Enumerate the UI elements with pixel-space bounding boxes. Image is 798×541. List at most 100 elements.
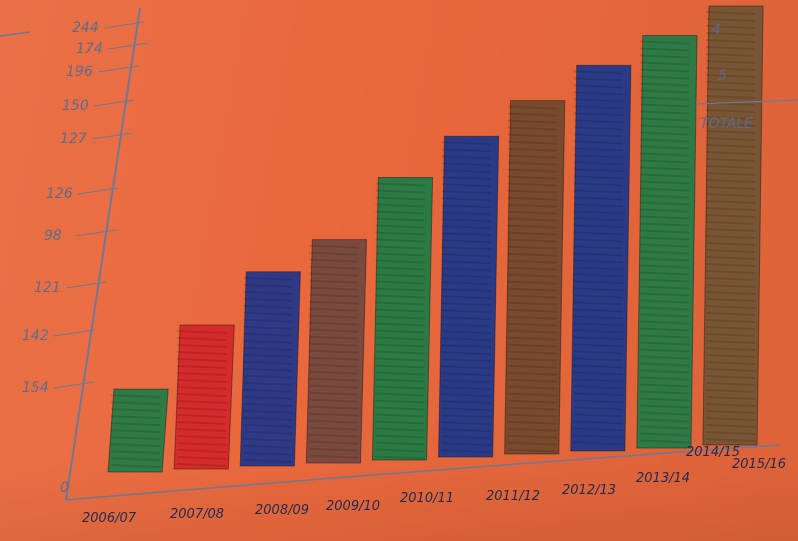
marker-hatch (375, 329, 425, 334)
marker-hatch (507, 238, 557, 243)
marker-hatch (309, 356, 359, 361)
y-tick-mark (107, 42, 149, 50)
marker-hatch (507, 294, 557, 299)
marker-hatch (375, 413, 425, 418)
marker-hatch (705, 242, 756, 246)
marker-hatch (639, 103, 690, 108)
marker-hatch (375, 371, 425, 376)
marker-hatch (441, 393, 491, 398)
legend-mark: 5 (718, 68, 727, 84)
marker-hatch (441, 225, 491, 230)
marker-hatch (309, 342, 359, 347)
marker-hatch (573, 385, 623, 390)
marker-hatch (177, 427, 227, 432)
y-axis-line (65, 7, 141, 501)
marker-hatch (705, 53, 756, 57)
marker-hatch (243, 297, 293, 302)
marker-hatch (639, 68, 690, 73)
marker-hatch (639, 229, 690, 234)
marker-hatch (705, 116, 756, 120)
marker-hatch (441, 316, 491, 321)
marker-hatch (573, 147, 623, 152)
marker-hatch (705, 137, 756, 141)
marker-hatch (243, 325, 293, 330)
marker-hatch (375, 266, 425, 271)
marker-hatch (507, 287, 557, 292)
marker-hatch (705, 389, 756, 393)
marker-hatch (639, 432, 690, 437)
marker-hatch (639, 390, 690, 395)
marker-hatch (177, 434, 227, 439)
marker-hatch (177, 329, 227, 334)
marker-hatch (375, 301, 425, 306)
marker-hatch (507, 119, 557, 124)
marker-hatch (375, 392, 425, 397)
marker-hatch (639, 411, 690, 416)
marker-hatch (573, 203, 623, 208)
marker-hatch (573, 210, 623, 215)
y-tick-label: 142 (22, 328, 49, 344)
marker-hatch (243, 318, 293, 323)
marker-hatch (309, 349, 359, 354)
marker-hatch (110, 450, 161, 455)
marker-hatch (573, 364, 623, 369)
marker-hatch (639, 320, 690, 325)
marker-hatch (705, 284, 756, 288)
y-tick-mark (53, 381, 95, 389)
marker-hatch (573, 245, 623, 250)
marker-hatch (573, 406, 623, 411)
marker-hatch (507, 196, 557, 201)
chart-bar (239, 271, 301, 467)
marker-hatch (507, 266, 557, 271)
marker-hatch (441, 309, 491, 314)
marker-hatch (110, 394, 161, 399)
marker-hatch (441, 337, 491, 342)
marker-hatch (639, 369, 690, 374)
marker-hatch (309, 244, 359, 249)
marker-hatch (573, 112, 623, 117)
marker-hatch (573, 168, 623, 173)
marker-hatch (309, 279, 359, 284)
x-category-label: 2015/16 (732, 457, 786, 472)
y-tick-mark (97, 65, 139, 73)
marker-hatch (705, 11, 756, 15)
marker-hatch (573, 301, 623, 306)
y-tick-mark (103, 21, 145, 29)
legend-underline (695, 99, 798, 105)
marker-hatch (639, 201, 690, 206)
marker-hatch (639, 341, 690, 346)
marker-hatch (705, 144, 756, 148)
legend-mark: TOTALE (700, 116, 753, 132)
marker-hatch (309, 370, 359, 375)
marker-hatch (507, 280, 557, 285)
marker-hatch (309, 300, 359, 305)
marker-hatch (375, 217, 425, 222)
marker-hatch (639, 278, 690, 283)
marker-hatch (441, 302, 491, 307)
marker-hatch (309, 412, 359, 417)
marker-hatch (639, 418, 690, 423)
marker-hatch (507, 315, 557, 320)
marker-hatch (639, 40, 690, 45)
marker-hatch (639, 173, 690, 178)
marker-hatch (375, 434, 425, 439)
marker-hatch (441, 351, 491, 356)
y-tick-mark (75, 229, 117, 237)
x-axis-line (65, 444, 781, 501)
marker-hatch (639, 152, 690, 157)
y-tick-mark (93, 99, 135, 107)
marker-hatch (639, 292, 690, 297)
marker-hatch (573, 420, 623, 425)
marker-hatch (441, 246, 491, 251)
marker-hatch (705, 60, 756, 64)
marker-hatch (441, 204, 491, 209)
marker-hatch (705, 263, 756, 267)
marker-hatch (441, 323, 491, 328)
marker-hatch (375, 364, 425, 369)
marker-hatch (705, 277, 756, 281)
marker-hatch (243, 311, 293, 316)
marker-hatch (309, 440, 359, 445)
marker-hatch (639, 313, 690, 318)
chart-bar (107, 388, 169, 473)
marker-hatch (441, 288, 491, 293)
